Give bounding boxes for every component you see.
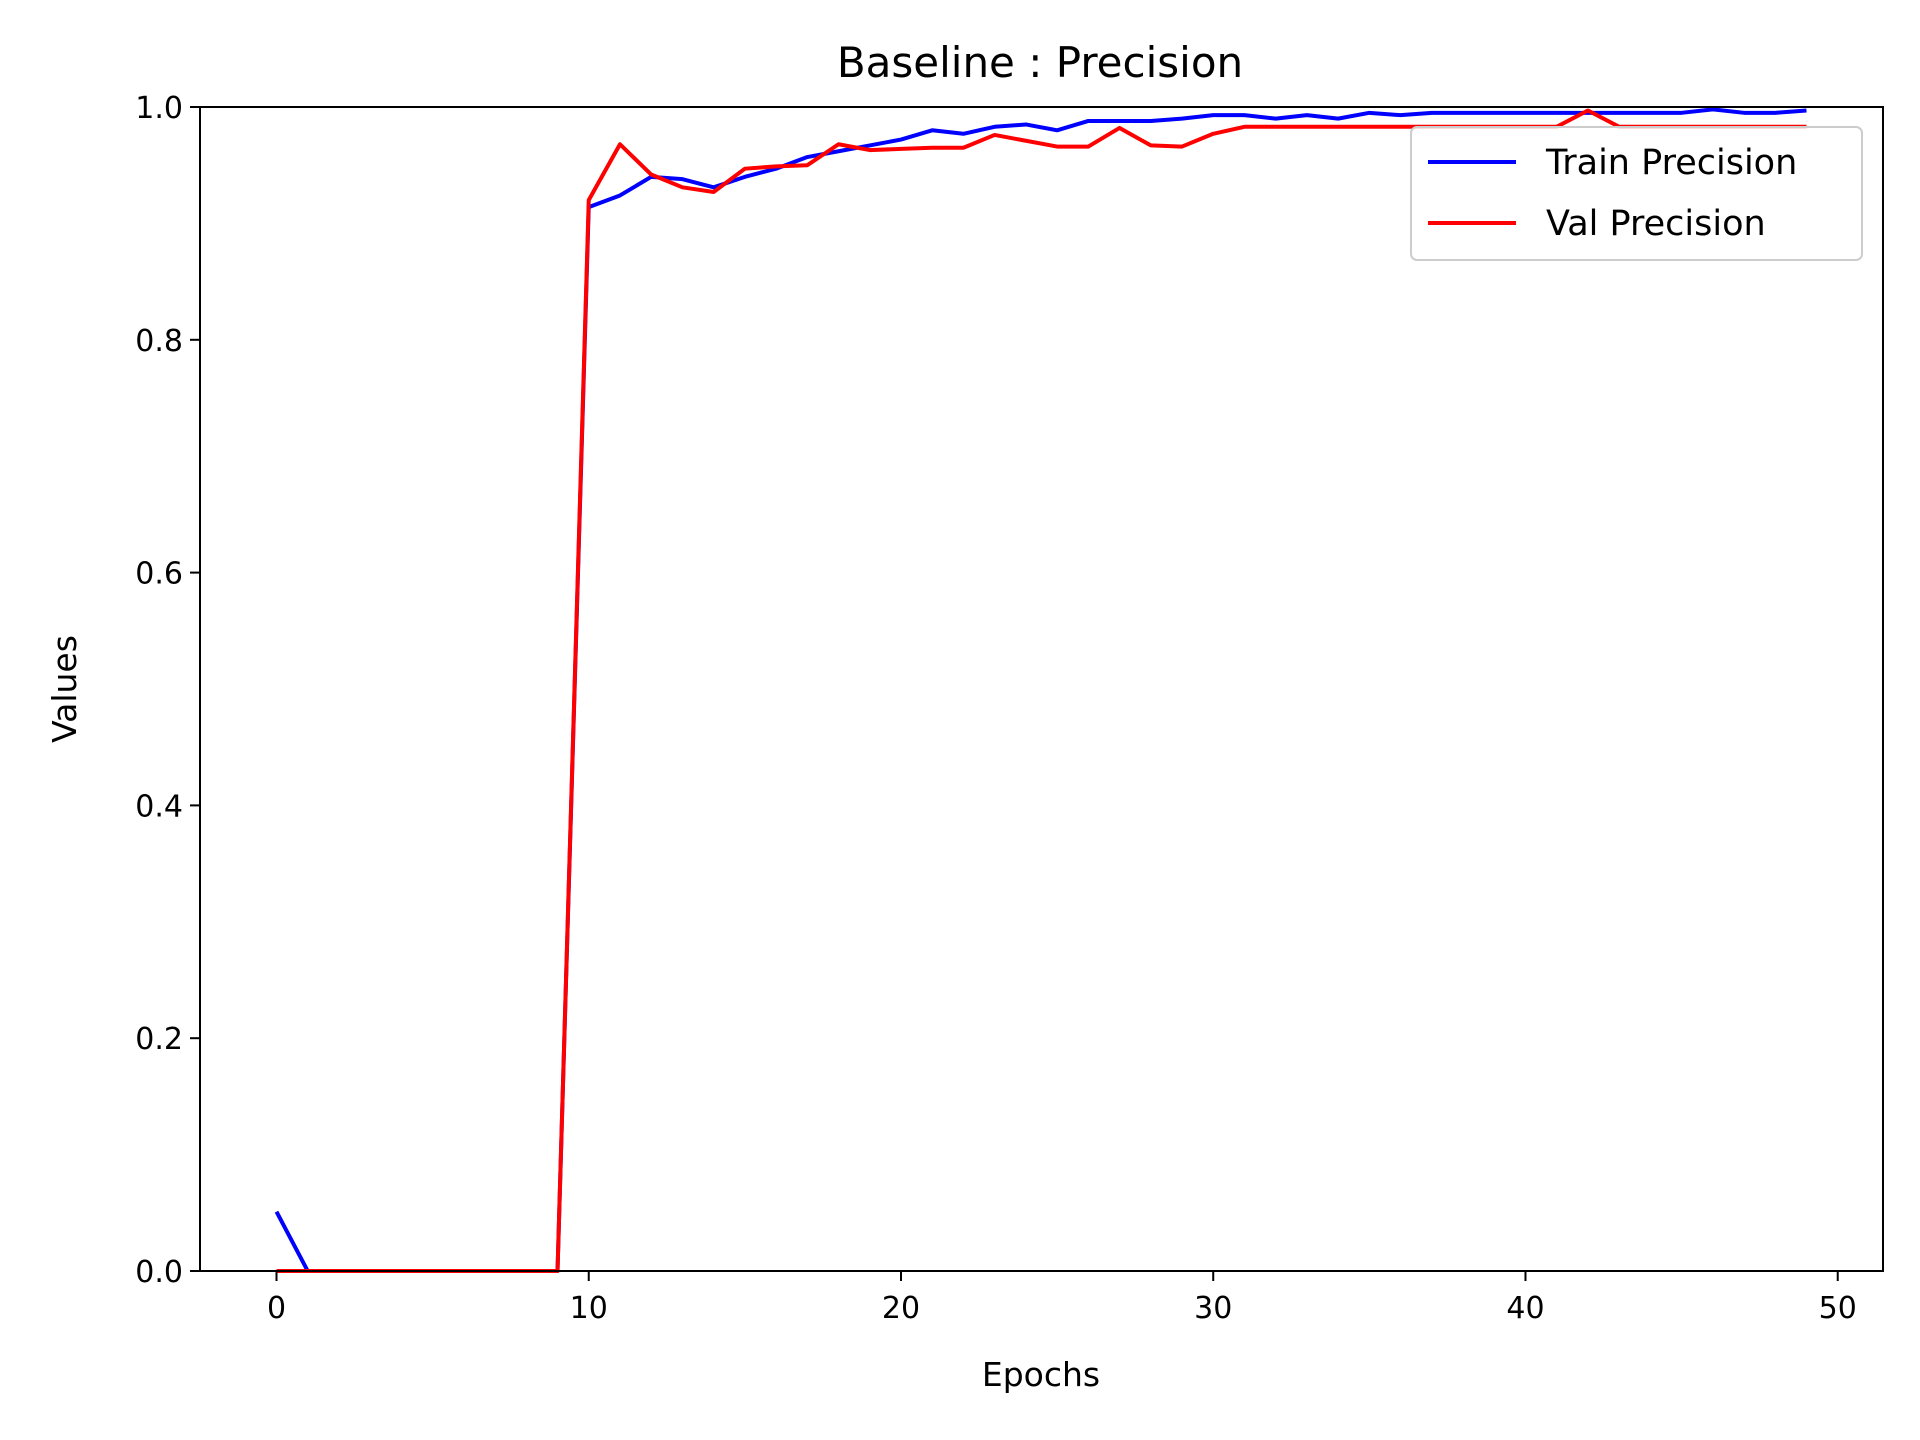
- y-tick-label: 0.0: [135, 1255, 183, 1290]
- legend: Train Precision Val Precision: [1410, 126, 1863, 261]
- x-tick-label: 30: [1194, 1291, 1232, 1326]
- plot-frame: [199, 106, 1884, 1272]
- legend-label-train-precision: Train Precision: [1545, 143, 1797, 183]
- x-axis-ticks: 0 10 20 30 40 50: [267, 1271, 1857, 1326]
- x-tick-label: 10: [570, 1291, 608, 1326]
- x-axis-label: Epochs: [982, 1355, 1100, 1394]
- x-tick-label: 0: [267, 1291, 286, 1326]
- legend-label-val-precision: Val Precision: [1546, 204, 1766, 244]
- y-axis-ticks: 0.0 0.2 0.4 0.6 0.8 1.0: [135, 91, 200, 1290]
- y-tick-label: 0.6: [135, 557, 183, 592]
- y-tick-label: 1.0: [135, 91, 183, 126]
- x-tick-label: 40: [1506, 1291, 1544, 1326]
- legend-box: [1410, 126, 1863, 261]
- x-tick-label: 50: [1819, 1291, 1857, 1326]
- x-tick-label: 20: [882, 1291, 920, 1326]
- y-tick-label: 0.8: [135, 324, 183, 359]
- chart-title: Baseline : Precision: [837, 38, 1243, 87]
- y-tick-label: 0.4: [135, 789, 183, 824]
- y-tick-label: 0.2: [135, 1022, 183, 1057]
- y-axis-label: Values: [45, 635, 84, 743]
